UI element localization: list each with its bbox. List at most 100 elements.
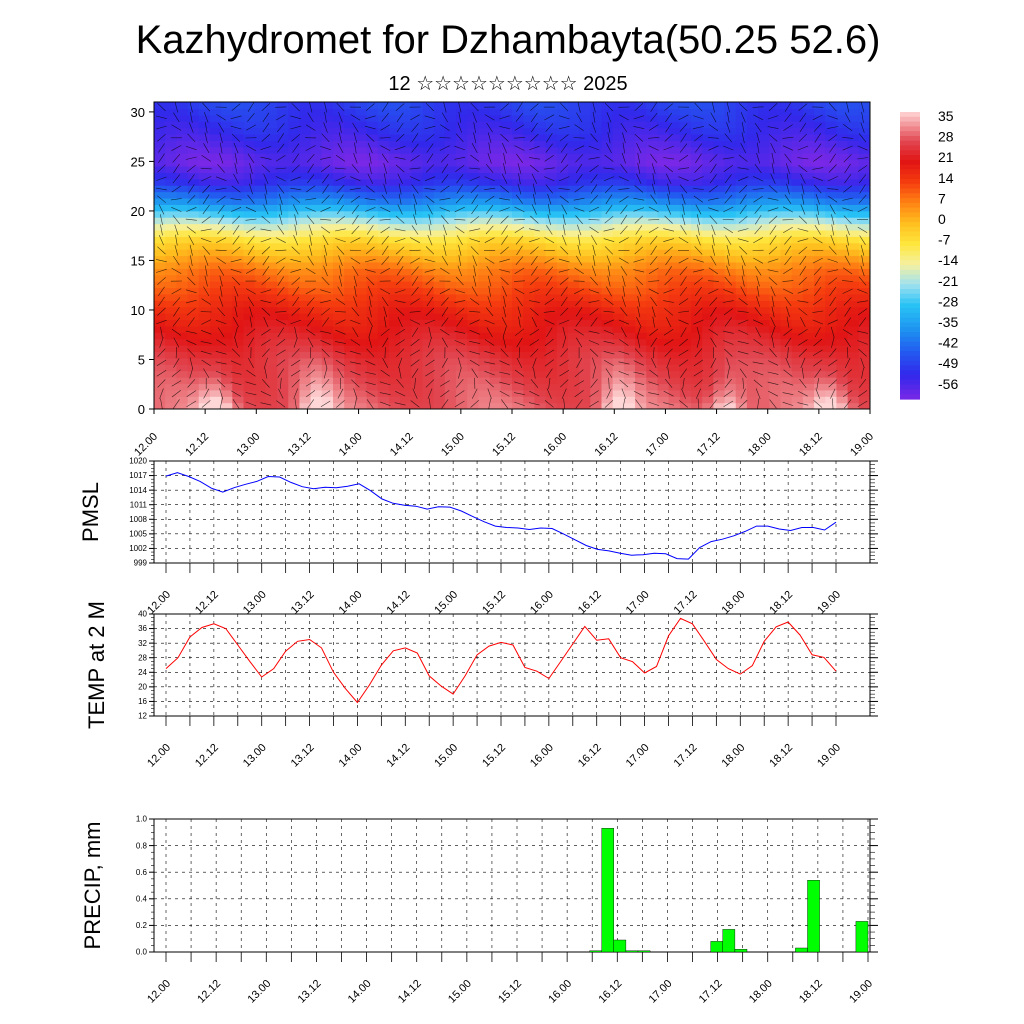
- heatmap-cell: [456, 108, 468, 116]
- heatmap-cell: [333, 313, 345, 321]
- wind-barb: [575, 307, 583, 317]
- heatmap-cell: [567, 287, 580, 295]
- heatmap-cell: [243, 293, 256, 301]
- heatmap-cell: [679, 281, 692, 289]
- heatmap-cell: [758, 268, 770, 276]
- heatmap-cell: [265, 249, 278, 257]
- heatmap-cell: [847, 108, 860, 116]
- heatmap-cell: [243, 217, 256, 225]
- wind-barb: [784, 296, 792, 307]
- heatmap-cell: [802, 389, 815, 397]
- heatmap-cell: [422, 396, 435, 404]
- wind-barb: [665, 112, 673, 122]
- heatmap-cell: [310, 261, 323, 269]
- wind-barb: [618, 371, 630, 376]
- heatmap-cell: [478, 140, 491, 148]
- heatmap-cell: [769, 140, 782, 148]
- heatmap-cell: [478, 172, 491, 180]
- heatmap-cell: [858, 159, 870, 167]
- wind-barb: [799, 378, 807, 388]
- wind-barb: [503, 337, 507, 348]
- heatmap-cell: [411, 306, 424, 314]
- heatmap-cell: [299, 338, 312, 346]
- heatmap-cell: [657, 274, 670, 282]
- heatmap-cell: [366, 153, 379, 161]
- heatmap-cell: [187, 185, 200, 193]
- heatmap-cell: [858, 178, 870, 186]
- wind-barb: [320, 226, 331, 234]
- heatmap-cell: [668, 140, 681, 148]
- heatmap-cell: [176, 102, 189, 109]
- heatmap-cell: [221, 370, 233, 378]
- wind-barb: [634, 277, 644, 286]
- heatmap-cell: [512, 364, 524, 372]
- wind-barb: [414, 377, 416, 389]
- heatmap-cell: [221, 313, 233, 321]
- wind-barb: [249, 183, 253, 195]
- heatmap-cell: [668, 345, 681, 353]
- heatmap-cell: [456, 197, 468, 205]
- x-tick-label: 17.12: [672, 742, 700, 770]
- wind-barb: [458, 367, 462, 379]
- heatmap-cell: [836, 319, 849, 327]
- heatmap-cell: [299, 140, 312, 148]
- heatmap-cell: [422, 172, 435, 180]
- heatmap-cell: [478, 191, 491, 199]
- heatmap-cell: [243, 255, 256, 263]
- heatmap-cell: [176, 223, 189, 231]
- heatmap-cell: [444, 159, 457, 167]
- wind-barb: [592, 102, 596, 113]
- wind-barb: [724, 194, 733, 204]
- heatmap-cell: [567, 389, 580, 397]
- heatmap-cell: [310, 268, 323, 276]
- heatmap-cell: [746, 236, 759, 244]
- wind-barb: [305, 207, 316, 212]
- heatmap-cell: [512, 332, 524, 340]
- heatmap-cell: [232, 210, 245, 218]
- heatmap-cell: [333, 140, 345, 148]
- heatmap-cell: [478, 108, 491, 116]
- heatmap-cell: [691, 165, 703, 173]
- heatmap-cell: [746, 210, 759, 218]
- heatmap-cell: [198, 389, 211, 397]
- wind-barb: [574, 185, 584, 193]
- heatmap-cell: [176, 332, 189, 340]
- heatmap-cell: [623, 274, 636, 282]
- heatmap-cell: [657, 261, 670, 269]
- heatmap-cell: [366, 236, 379, 244]
- heatmap-cell: [165, 153, 177, 161]
- heatmap-cell: [825, 345, 838, 353]
- wind-barb: [709, 297, 718, 306]
- wind-barb: [709, 369, 718, 378]
- heatmap-cell: [556, 172, 569, 180]
- wind-barb: [663, 157, 675, 160]
- heatmap-cell: [769, 178, 782, 186]
- heatmap-cell: [612, 172, 625, 180]
- heatmap-cell: [456, 313, 468, 321]
- heatmap-cell: [243, 197, 256, 205]
- wind-barb: [754, 205, 762, 214]
- heatmap-cell: [590, 274, 603, 282]
- heatmap-cell: [265, 172, 278, 180]
- heatmap-cell: [512, 383, 524, 391]
- wind-barb: [395, 215, 405, 224]
- wind-barb: [544, 114, 555, 121]
- heatmap-cell: [579, 345, 591, 353]
- wind-barb: [410, 237, 421, 244]
- wind-barb: [233, 317, 239, 328]
- wind-barb: [724, 378, 732, 388]
- heatmap-cell: [232, 165, 245, 173]
- wind-barb: [443, 245, 447, 256]
- heatmap-cell: [657, 396, 670, 404]
- heatmap-cell: [154, 338, 166, 346]
- heatmap-cell: [836, 121, 849, 129]
- heatmap-cell: [534, 140, 547, 148]
- heatmap-cell: [165, 396, 177, 404]
- wind-barb: [321, 133, 330, 143]
- heatmap-cell: [355, 121, 368, 129]
- wind-barb: [812, 167, 824, 170]
- heatmap-cell: [310, 281, 323, 289]
- heatmap-cell: [456, 236, 468, 244]
- heatmap-cell: [232, 191, 245, 199]
- heatmap-cell: [758, 153, 770, 161]
